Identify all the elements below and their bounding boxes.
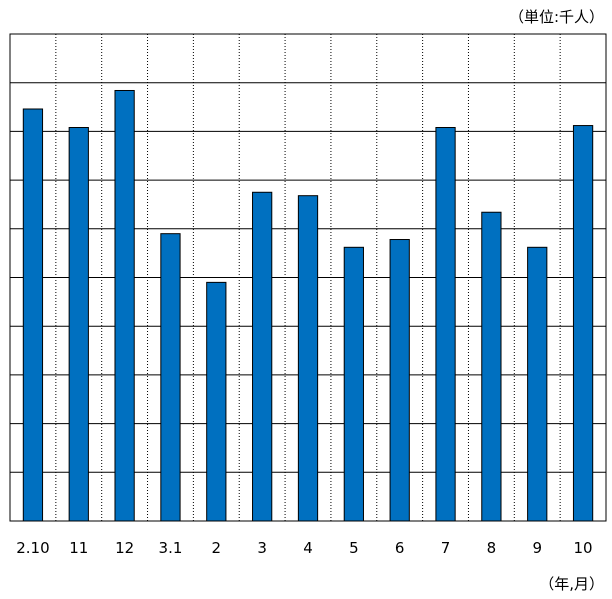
bar — [527, 246, 548, 522]
x-tick-label: 2.10 — [16, 539, 49, 557]
x-tick-label: 3.1 — [159, 539, 183, 557]
x-tick-label: 9 — [532, 539, 542, 557]
x-tick-label: 6 — [395, 539, 405, 557]
x-tick-label: 12 — [115, 539, 134, 557]
x-tick-label: 10 — [574, 539, 593, 557]
bar — [252, 191, 273, 522]
x-tick-label: 4 — [303, 539, 313, 557]
x-tick-label: 2 — [212, 539, 222, 557]
unit-label: （単位:千人） — [508, 8, 604, 26]
bar — [297, 195, 319, 522]
bar — [206, 281, 227, 522]
bar — [114, 89, 135, 522]
bar — [389, 239, 410, 522]
x-tick-label: 3 — [257, 539, 267, 557]
bar — [343, 246, 364, 522]
bar — [22, 108, 44, 522]
x-tick-label: 11 — [69, 539, 88, 557]
x-tick-label: 7 — [441, 539, 451, 557]
plot-border — [9, 33, 607, 522]
x-tick-label: 5 — [349, 539, 359, 557]
bar — [160, 233, 181, 522]
bar — [572, 125, 594, 522]
bar — [481, 211, 502, 522]
bar — [68, 127, 89, 522]
bar — [435, 127, 456, 522]
x-axis-label: （年,月） — [539, 575, 604, 593]
x-tick-label: 8 — [487, 539, 497, 557]
